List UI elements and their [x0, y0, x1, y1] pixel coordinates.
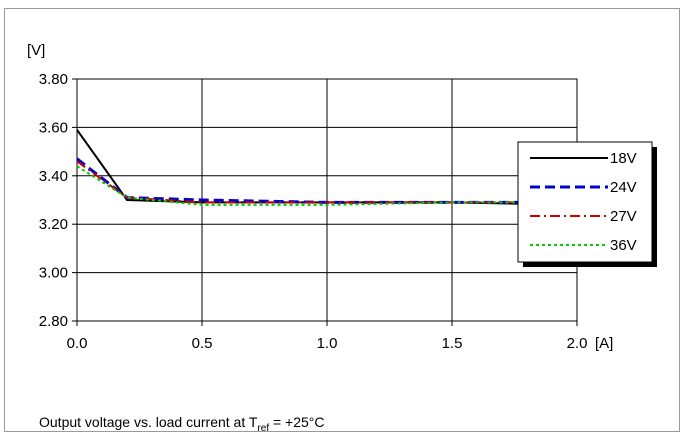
x-tick-label: 1.5 [442, 335, 463, 352]
chart-plot: 3.80 3.60 3.40 3.20 3.00 2.80 0.0 0.5 1.0 1.5 2.0 [… [27, 42, 657, 352]
legend-label: 27V [610, 208, 637, 225]
legend-label: 24V [610, 179, 637, 196]
chart-frame: 3.80 3.60 3.40 3.20 3.00 2.80 0.0 0.5 1.0 1.5 2.0 [… [4, 8, 680, 434]
legend-box [517, 141, 653, 263]
legend-label: 18V [610, 150, 637, 167]
caption-suffix: = +25°C [269, 414, 325, 430]
caption-prefix: Output voltage vs. load current at T [39, 414, 258, 430]
y-tick-label: 2.80 [39, 313, 68, 330]
y-tick-label: 3.20 [39, 216, 68, 233]
x-tick-label: 0.0 [67, 335, 88, 352]
x-axis-label: [A] [595, 335, 613, 352]
y-tick-label: 3.80 [39, 71, 68, 88]
y-tick-label: 3.00 [39, 265, 68, 282]
series-line-36V [76, 165, 577, 206]
x-tick-label: 1.0 [317, 335, 338, 352]
y-tick-label: 3.60 [39, 119, 68, 136]
y-tick-label: 3.40 [39, 168, 68, 185]
x-tick-label: 2.0 [567, 335, 588, 352]
series-line-27V [76, 160, 577, 204]
y-axis-label: [V] [27, 42, 45, 59]
chart-caption: Output voltage vs. load current at Tref … [39, 414, 325, 434]
caption-subscript: ref [257, 422, 270, 434]
legend-label: 36V [610, 237, 637, 254]
x-tick-label: 0.5 [192, 335, 213, 352]
